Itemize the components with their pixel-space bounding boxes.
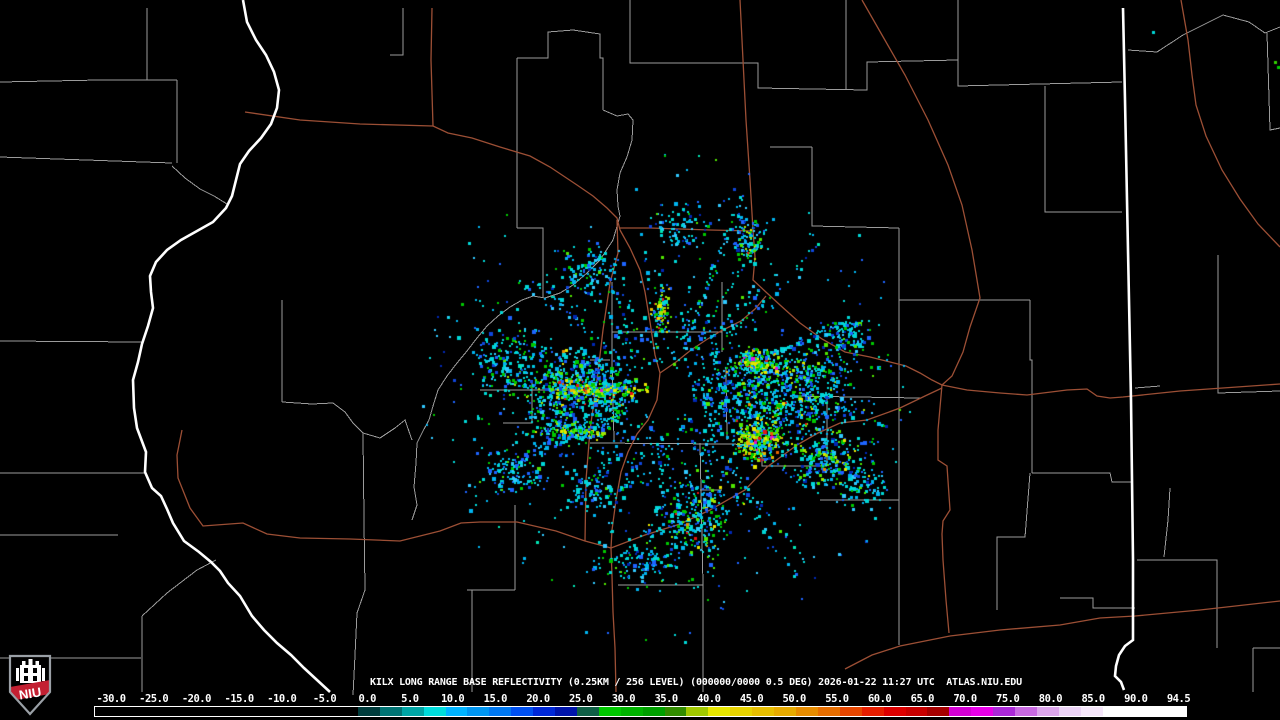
colorbar-segment [861,707,884,716]
colorbar-segment [1058,707,1081,716]
colorbar-segment [905,707,928,716]
colorbar-segment [839,707,862,716]
colorbar-tick-label: 55.0 [825,693,849,705]
colorbar-tick-label: 10.0 [440,693,465,705]
colorbar-segment [555,707,577,716]
colorbar-segment [511,707,534,716]
colorbar-segment [533,707,556,716]
colorbar-segment [971,707,994,716]
colorbar-tick-label: -5.0 [312,693,337,705]
colorbar-tick-label: -20.0 [181,693,212,705]
colorbar-segment [95,707,358,716]
colorbar-tick-label: 5.0 [401,693,419,705]
colorbar-segment [1036,707,1059,716]
colorbar-tick-label: -15.0 [224,693,255,705]
niu-logo: NIU [8,654,52,716]
niu-shield-outline [8,654,52,716]
colorbar-tick-label: 20.0 [526,693,550,705]
colorbar-segment [598,707,621,716]
colorbar-segment [796,707,818,716]
colorbar-tick-label: 30.0 [611,693,636,705]
colorbar-segment [620,707,643,716]
colorbar-segment [1080,707,1103,716]
colorbar-tick-label: 45.0 [739,693,764,705]
colorbar-tick-label: 50.0 [782,693,807,705]
colorbar-segment [817,707,840,716]
colorbar-segment [730,707,753,716]
colorbar-tick-label: -30.0 [96,693,126,705]
colorbar-segment [664,707,687,716]
colorbar-tick-label: 15.0 [483,693,508,705]
colorbar-segment [927,707,950,716]
colorbar-tick-label: 25.0 [569,693,593,705]
colorbar-segment [379,707,402,716]
colorbar-tick-label: 70.0 [953,693,977,705]
colorbar-tick-label: 60.0 [867,693,892,705]
castle-icon [16,659,45,683]
colorbar-tick-label: 94.5 [1166,693,1191,705]
colorbar-segment [752,707,775,716]
colorbar-tick-label: -10.0 [267,693,297,705]
niu-logo-text: NIU [18,684,42,702]
colorbar-segment [686,707,709,716]
colorbar-segment [401,707,424,716]
colorbar-tick-label: 65.0 [910,693,935,705]
colorbar-segment [489,707,512,716]
colorbar-tick-label: 90.0 [1124,693,1148,705]
colorbar-segment [774,707,797,716]
colorbar-segment [357,707,380,716]
colorbar-tick-label: 35.0 [654,693,678,705]
reflectivity-colorbar [94,706,1187,717]
colorbar-tick-label: -25.0 [139,693,169,705]
colorbar-segment [576,707,599,716]
colorbar-tick-label: 80.0 [1038,693,1063,705]
colorbar-segment [423,707,446,716]
colorbar-tick-label: 75.0 [996,693,1020,705]
colorbar-segment [1102,707,1186,716]
product-title: KILX LONG RANGE BASE REFLECTIVITY (0.25K… [370,677,1022,688]
colorbar-segment [642,707,665,716]
colorbar-segment [1015,707,1037,716]
colorbar-segment [467,707,490,716]
colorbar-segment [708,707,731,716]
colorbar-tick-label: 40.0 [697,693,721,705]
colorbar-segment [949,707,972,716]
niu-red-band [10,680,50,701]
colorbar-segment [883,707,906,716]
colorbar-segment [445,707,468,716]
colorbar-segment [993,707,1016,716]
colorbar-tick-label: 85.0 [1081,693,1105,705]
colorbar-tick-label: 0.0 [358,693,376,705]
